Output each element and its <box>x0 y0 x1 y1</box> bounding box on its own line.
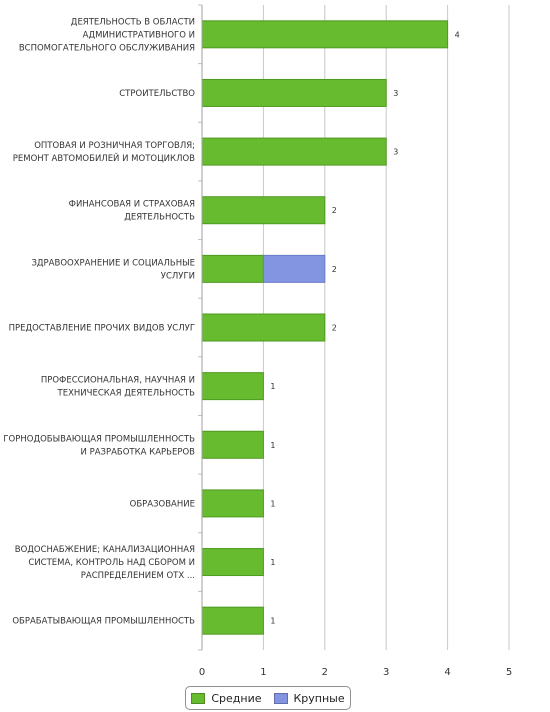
x-tick-label: 1 <box>260 667 266 678</box>
x-tick-label: 4 <box>444 667 450 678</box>
bar-medium-0[interactable] <box>201 20 449 49</box>
bar-medium-6[interactable] <box>201 372 264 401</box>
legend-swatch-medium <box>191 692 206 704</box>
bar-medium-5[interactable] <box>201 313 326 342</box>
bar-medium-4[interactable] <box>201 254 264 283</box>
bar-medium-10[interactable] <box>201 606 264 635</box>
legend-item-large[interactable]: Крупные <box>273 691 345 705</box>
data-label: 3 <box>393 148 398 157</box>
category-label: ОПТОВАЯ И РОЗНИЧНАЯ ТОРГОВЛЯ; РЕМОНТ АВТО… <box>13 141 195 164</box>
data-label: 2 <box>332 324 337 333</box>
legend-swatch-large <box>273 692 288 704</box>
bar-chart: ДЕЯТЕЛЬНОСТЬ В ОБЛАСТИ АДМИНИСТРАТИВНОГО … <box>3 4 512 678</box>
legend-label-large: Крупные <box>293 691 345 705</box>
bar-medium-9[interactable] <box>201 548 264 577</box>
category-label: ДЕЯТЕЛЬНОСТЬ В ОБЛАСТИ АДМИНИСТРАТИВНОГО … <box>19 17 195 53</box>
data-label: 4 <box>455 30 460 39</box>
bars <box>201 20 449 635</box>
data-label: 3 <box>393 89 398 98</box>
bar-medium-3[interactable] <box>201 196 326 225</box>
data-label: 1 <box>270 441 275 450</box>
data-label: 1 <box>270 617 275 626</box>
legend-item-medium[interactable]: Средние <box>191 691 262 705</box>
grid-lines <box>262 5 510 650</box>
data-label: 1 <box>270 499 275 508</box>
data-label: 2 <box>332 206 337 215</box>
data-label: 2 <box>332 265 337 274</box>
x-tick-label: 0 <box>199 667 205 678</box>
category-label: ВОДОСНАБЖЕНИЕ; КАНАЛИЗАЦИОННАЯ СИСТЕМА, К… <box>15 545 195 581</box>
x-tick-label: 3 <box>383 667 389 678</box>
legend: Средние Крупные <box>185 686 351 710</box>
bar-medium-2[interactable] <box>201 137 387 166</box>
category-label: ЗДРАВООХРАНЕНИЕ И СОЦИАЛЬНЫЕ УСЛУГИ <box>31 258 195 281</box>
x-axis-tick-labels: 0 1 2 3 4 5 <box>199 667 512 678</box>
x-tick-label: 2 <box>322 667 328 678</box>
bar-medium-7[interactable] <box>201 430 264 459</box>
category-label: СТРОИТЕЛЬСТВО <box>119 89 195 99</box>
legend-label-medium: Средние <box>211 691 262 705</box>
x-tick-label: 5 <box>506 667 512 678</box>
category-label: ФИНАНСОВАЯ И СТРАХОВАЯ ДЕЯТЕЛЬНОСТЬ <box>69 200 196 223</box>
bar-medium-1[interactable] <box>201 78 387 107</box>
data-labels: 4 3 3 2 2 2 1 1 1 1 1 <box>270 30 459 625</box>
category-label: ОБРАЗОВАНИЕ <box>130 499 195 509</box>
bar-large-4[interactable] <box>262 254 326 283</box>
category-label: ОБРАБАТЫВАЮЩАЯ ПРОМЫШЛЕННОСТЬ <box>12 617 195 627</box>
data-label: 1 <box>270 382 275 391</box>
data-label: 1 <box>270 558 275 567</box>
category-label: ПРОФЕССИОНАЛЬНАЯ, НАУЧНАЯ И ТЕХНИЧЕСКАЯ Д… <box>41 376 195 399</box>
category-label: ПРЕДОСТАВЛЕНИЕ ПРОЧИХ ВИДОВ УСЛУГ <box>9 324 195 334</box>
bar-medium-8[interactable] <box>201 489 264 518</box>
category-tick-marks <box>198 4 202 651</box>
category-label: ГОРНОДОБЫВАЮЩАЯ ПРОМЫШЛЕННОСТЬ И РАЗРАБОТ… <box>3 434 195 457</box>
category-labels: ДЕЯТЕЛЬНОСТЬ В ОБЛАСТИ АДМИНИСТРАТИВНОГО … <box>3 17 195 626</box>
